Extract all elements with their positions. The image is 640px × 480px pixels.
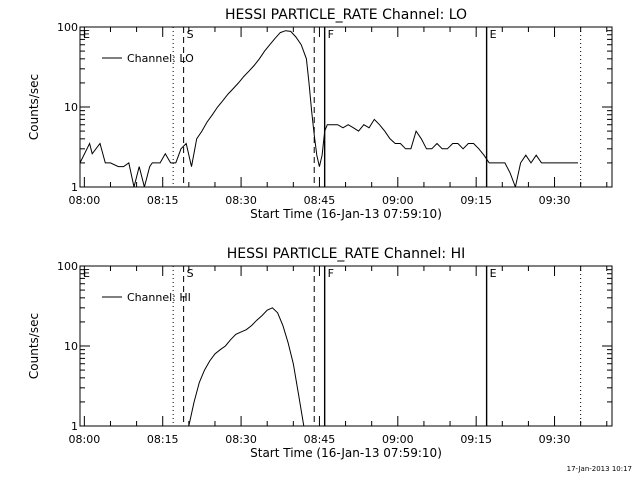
x-axis-label: Start Time (16-Jan-13 07:59:10) — [250, 446, 442, 460]
x-tick-label: 08:00 — [69, 194, 101, 207]
y-tick-label: 10 — [64, 340, 78, 353]
x-tick-label: 09:15 — [460, 194, 492, 207]
x-tick-label: 08:45 — [304, 433, 336, 446]
y-tick-label: 100 — [57, 21, 78, 34]
x-tick-label: 08:15 — [147, 194, 179, 207]
chart-title: HESSI PARTICLE_RATE Channel: LO — [225, 7, 467, 23]
event-marker-label: F — [328, 28, 334, 41]
event-marker-label: S — [187, 28, 194, 41]
event-marker-label: E — [490, 28, 497, 41]
x-tick-label: 08:00 — [69, 433, 101, 446]
legend-label: Channel: HI — [127, 291, 191, 304]
x-tick-label: 08:45 — [304, 194, 336, 207]
event-marker-label: S — [187, 267, 194, 280]
event-marker-label: E — [490, 267, 497, 280]
y-tick-label: 1 — [71, 420, 78, 433]
plot-timestamp: 17-Jan-2013 10:17 — [566, 465, 632, 473]
y-tick-label: 100 — [57, 260, 78, 273]
legend-label: Channel: LO — [127, 52, 194, 65]
x-tick-label: 09:00 — [382, 194, 414, 207]
y-axis-label: Counts/sec — [27, 74, 41, 140]
plot-frame — [79, 265, 613, 427]
event-marker-label: E — [83, 28, 90, 41]
chart-panel-1: HESSI PARTICLE_RATE Channel: LO 1 10 100 Cou… — [27, 7, 613, 221]
x-tick-label: 09:00 — [382, 433, 414, 446]
x-tick-label: 09:15 — [460, 433, 492, 446]
x-tick-label: 08:15 — [147, 433, 179, 446]
series-line — [188, 307, 305, 426]
chart-title: HESSI PARTICLE_RATE Channel: HI — [227, 246, 465, 262]
y-axis-label: Counts/sec — [27, 313, 41, 379]
chart-panel-2: HESSI PARTICLE_RATE Channel: HI 1 10 100 Cou… — [27, 246, 613, 460]
y-tick-label: 1 — [71, 181, 78, 194]
series-line — [80, 30, 578, 187]
x-axis-label: Start Time (16-Jan-13 07:59:10) — [250, 207, 442, 221]
x-tick-label: 09:30 — [539, 194, 571, 207]
event-marker-label: E — [83, 267, 90, 280]
event-marker-label: F — [328, 267, 334, 280]
x-tick-label: 09:30 — [539, 433, 571, 446]
x-tick-label: 08:30 — [225, 194, 257, 207]
y-tick-label: 10 — [64, 101, 78, 114]
x-tick-label: 08:30 — [225, 433, 257, 446]
